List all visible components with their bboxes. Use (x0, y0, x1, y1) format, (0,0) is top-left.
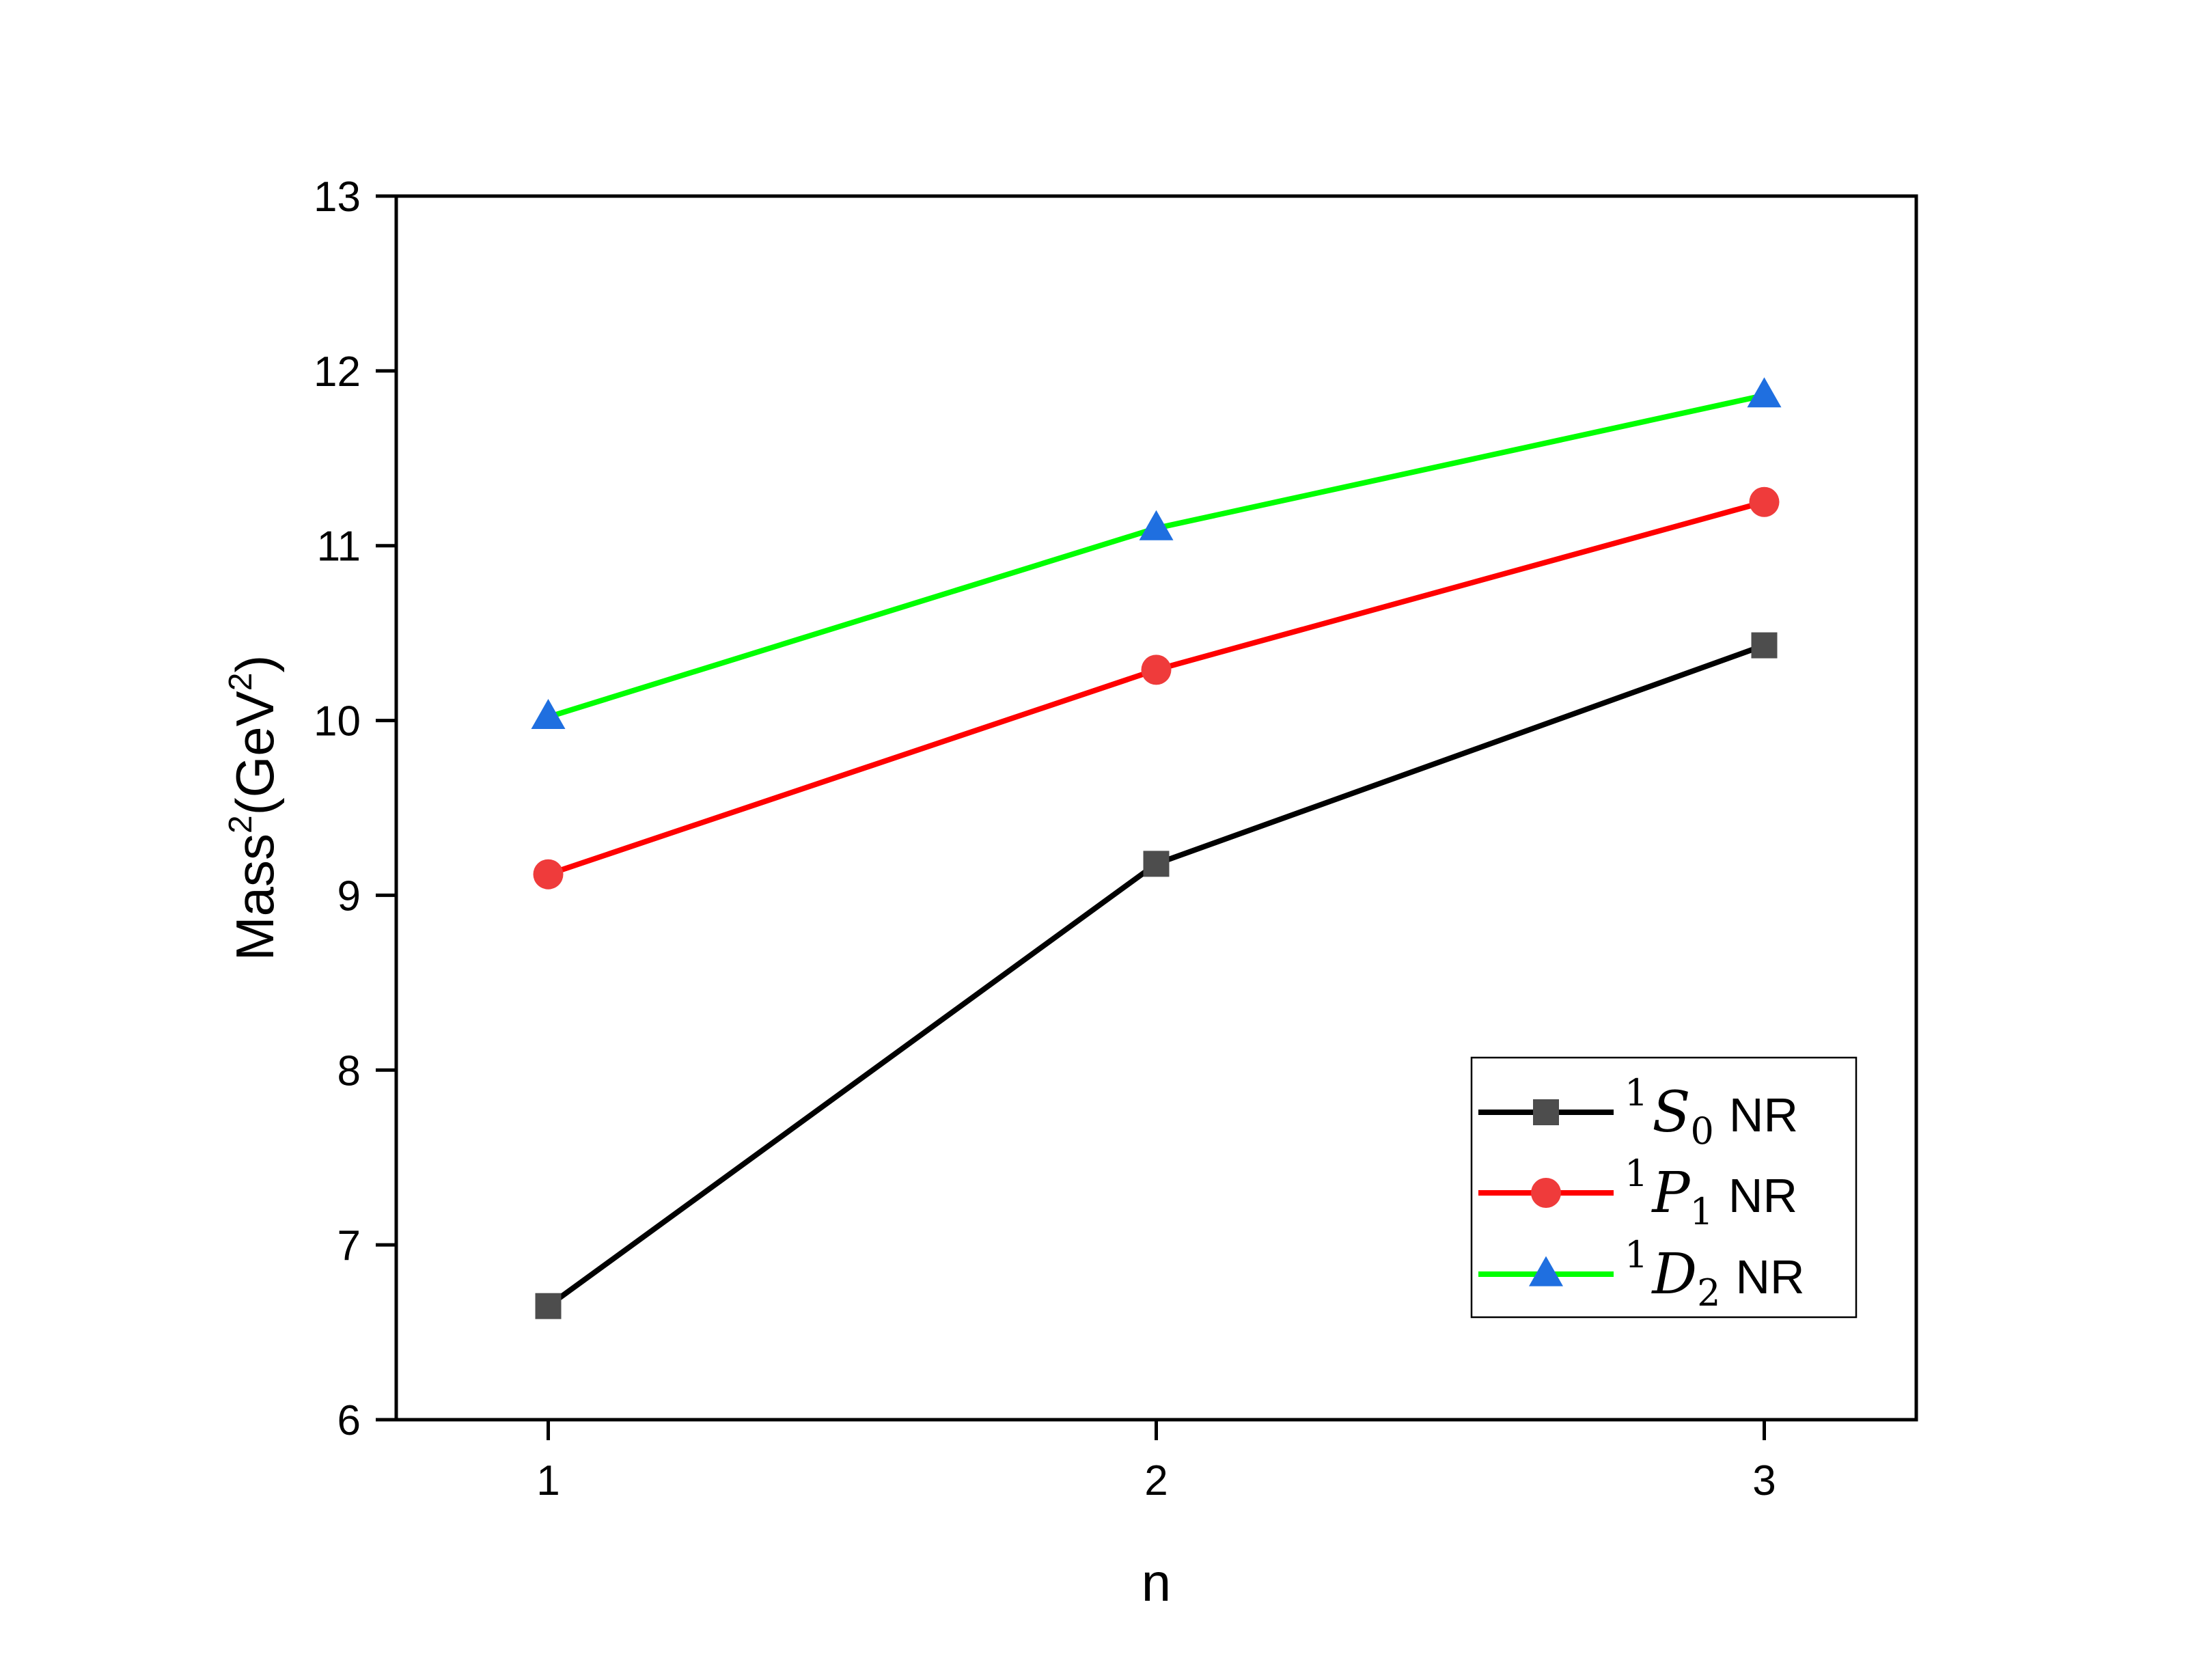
legend-label-suffix: NR (1735, 1250, 1804, 1304)
x-tick-label: 2 (1144, 1457, 1168, 1504)
data-point (1143, 851, 1170, 877)
legend-marker (1529, 1256, 1563, 1286)
y-tick-label: 11 (317, 523, 361, 570)
data-point (1749, 486, 1780, 517)
legend-entry: 1D2 NR (1478, 1233, 1805, 1314)
legend-label-sup: 1 (1625, 1071, 1648, 1114)
legend-label-sup: 1 (1625, 1152, 1648, 1195)
plot-markers (531, 377, 1782, 1319)
y-tick-label: 12 (314, 348, 361, 396)
legend-label: 1D2 NR (1625, 1233, 1805, 1314)
y-axis: 6 7 8 9 10 11 12 13 (314, 174, 396, 1444)
legend-label-symbol: S (1652, 1080, 1690, 1145)
data-point (1141, 655, 1172, 685)
y-axis-title-main: Mass (225, 834, 285, 961)
y-tick-label: 9 (337, 872, 361, 920)
y-axis-title-unit-open: (GeV (225, 691, 285, 815)
x-tick-label: 1 (536, 1457, 560, 1504)
data-point (535, 1293, 562, 1319)
y-axis-title: Mass2(GeV2) (223, 655, 285, 961)
y-tick-label: 6 (337, 1397, 361, 1444)
legend-label: 1S0 NR (1625, 1071, 1798, 1153)
y-tick-label: 13 (314, 174, 361, 221)
legend-label-symbol: D (1651, 1242, 1697, 1307)
data-point (533, 859, 564, 890)
legend-label-suffix: NR (1728, 1169, 1797, 1222)
legend-label-sup: 1 (1625, 1233, 1648, 1276)
legend-label-sub: 2 (1697, 1271, 1720, 1314)
legend-marker (1533, 1099, 1559, 1125)
legend-marker (1531, 1178, 1561, 1208)
legend-entry: 1P1 NR (1478, 1152, 1797, 1233)
legend-label: 1P1 NR (1625, 1152, 1797, 1233)
y-axis-title-unit-sup: 2 (223, 673, 259, 691)
x-axis-title: n (1142, 1552, 1171, 1612)
y-tick-label: 8 (337, 1047, 361, 1094)
data-point (1751, 632, 1778, 659)
y-tick-label: 10 (314, 698, 361, 745)
data-point (1139, 510, 1174, 540)
x-axis: 1 2 3 (536, 1420, 1776, 1504)
x-tick-label: 3 (1752, 1457, 1776, 1504)
legend-label-sub: 1 (1690, 1190, 1713, 1233)
legend-label-symbol: P (1651, 1161, 1691, 1226)
legend-label-suffix: NR (1729, 1088, 1798, 1142)
data-point (1747, 377, 1782, 408)
legend-label-sub: 0 (1691, 1110, 1714, 1153)
legend-entry: 1S0 NR (1478, 1071, 1798, 1153)
y-axis-title-sup: 2 (223, 815, 259, 834)
data-point (531, 699, 566, 730)
y-axis-title-unit-close: ) (225, 655, 285, 673)
y-tick-label: 7 (337, 1222, 361, 1269)
